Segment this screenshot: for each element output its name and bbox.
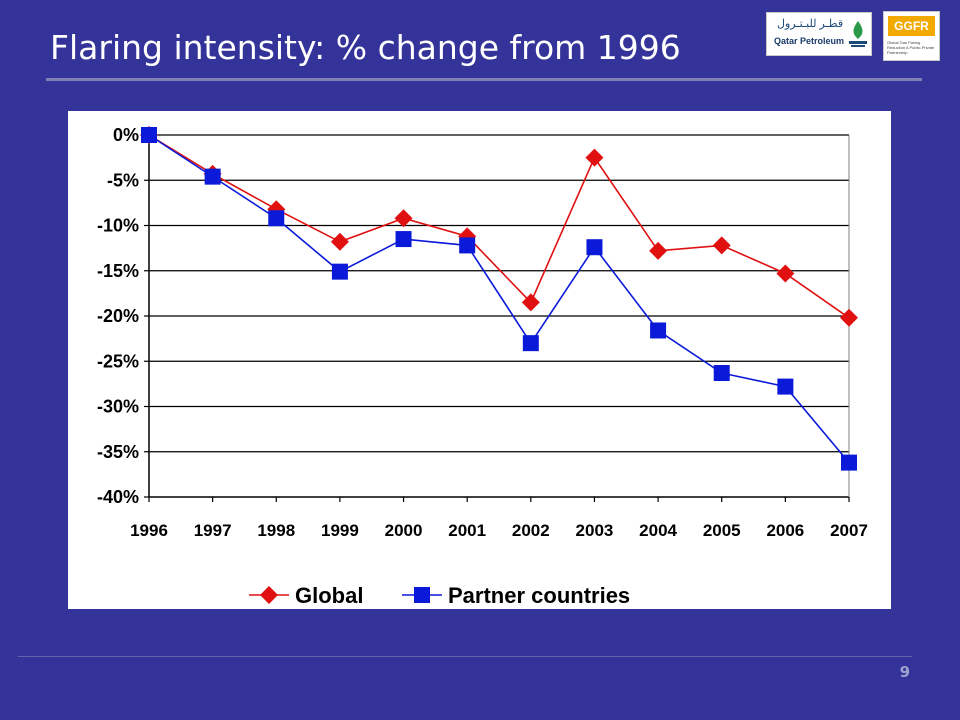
x-tick-label-2007: 2007 (830, 521, 868, 540)
legend-marker-0 (260, 586, 278, 604)
series-0-point-2007 (840, 308, 858, 327)
line-chart: 0%-5%-10%-15%-20%-25%-30%-35%-40% 1996 19… (97, 125, 868, 608)
legend-label-1: Partner countries (448, 583, 630, 608)
series-1-point-1999 (331, 263, 348, 280)
axes (144, 134, 850, 502)
qatar-petroleum-logo: قطـر للبـتـرول Qatar Petroleum (766, 12, 872, 56)
y-tick-label-2: -10% (97, 216, 139, 236)
qp-emblem-icon (849, 21, 867, 47)
y-tick-label-8: -40% (97, 487, 139, 507)
legend-item-0: Global (249, 583, 363, 608)
ggfr-logo: GGFR Global Gas Flaring Reduction A Publ… (883, 11, 940, 61)
x-tick-label-2003: 2003 (576, 521, 614, 540)
y-tick-label-6: -30% (97, 397, 139, 417)
x-tick-label-2005: 2005 (703, 521, 741, 540)
series-1-line (148, 134, 850, 464)
series-1-point-2004 (650, 322, 667, 339)
series-0-point-2006 (776, 264, 795, 283)
series-1-point-2001 (459, 237, 476, 254)
series-1-point-2005 (713, 365, 730, 382)
series-1-point-2000 (395, 231, 412, 248)
series-0 (140, 126, 858, 327)
y-tick-label-4: -20% (97, 306, 139, 326)
title-divider (46, 78, 922, 81)
series-1 (141, 127, 857, 471)
series-1-point-2002 (522, 335, 539, 352)
chart-panel: 0% -5% -10% -15% -20% -25% -30% -35% -40% 1996 19… (68, 111, 891, 609)
grid-lines (149, 134, 849, 453)
x-tick-label-2001: 2001 (448, 521, 486, 540)
series-1-point-1997 (204, 168, 221, 185)
x-tick-labels: 1996 1997 1998 1999 2000 2001 2002 2003 2004 2005… (130, 521, 868, 540)
series-1-point-2003 (586, 239, 603, 256)
x-tick-label-2000: 2000 (385, 521, 423, 540)
legend-marker-1 (414, 587, 430, 603)
series-0-point-2005 (712, 236, 731, 255)
x-tick-label-2002: 2002 (512, 521, 550, 540)
x-tick-label-1999: 1999 (321, 521, 359, 540)
series-0-point-2004 (649, 241, 668, 260)
series-0-point-2003 (585, 148, 604, 167)
y-tick-label-7: -35% (97, 442, 139, 462)
ggfr-logo-mark: GGFR (888, 16, 935, 36)
legend-label-0: Global (295, 583, 363, 608)
ggfr-logo-tagline: Global Gas Flaring Reduction A Public-Pr… (887, 40, 935, 55)
legend-item-1: Partner countries (402, 583, 630, 608)
x-tick-label-2006: 2006 (766, 521, 804, 540)
qp-logo-latin: Qatar Petroleum (774, 36, 845, 46)
y-tick-label-3: -15% (97, 261, 139, 281)
x-tick-label-1996: 1996 (130, 521, 168, 540)
series (140, 126, 858, 471)
y-tick-label-1: -5% (107, 170, 139, 190)
x-tick-label-2004: 2004 (639, 521, 677, 540)
qp-logo-arabic: قطـر للبـتـرول (777, 18, 844, 30)
series-1-point-2007 (841, 454, 857, 471)
footer-divider (18, 656, 912, 657)
series-0-point-2000 (394, 209, 413, 228)
x-tick-label-1998: 1998 (257, 521, 295, 540)
series-0-point-1999 (330, 232, 349, 251)
series-1-point-1998 (268, 210, 285, 227)
slide-title: Flaring intensity: % change from 1996 (50, 28, 681, 67)
series-0-point-2002 (521, 293, 540, 312)
series-1-point-1996 (141, 127, 157, 143)
y-tick-labels: 0% -5% -10% -15% -20% -25% -30% -35% -40% (97, 125, 139, 507)
series-1-point-2006 (777, 378, 794, 395)
y-tick-label-5: -25% (97, 351, 139, 371)
y-tick-label-0: 0% (113, 125, 139, 145)
series-0-line (148, 134, 850, 319)
legend: Global Partner countries (249, 583, 630, 608)
page-number: 9 (899, 663, 910, 681)
x-tick-label-1997: 1997 (194, 521, 232, 540)
